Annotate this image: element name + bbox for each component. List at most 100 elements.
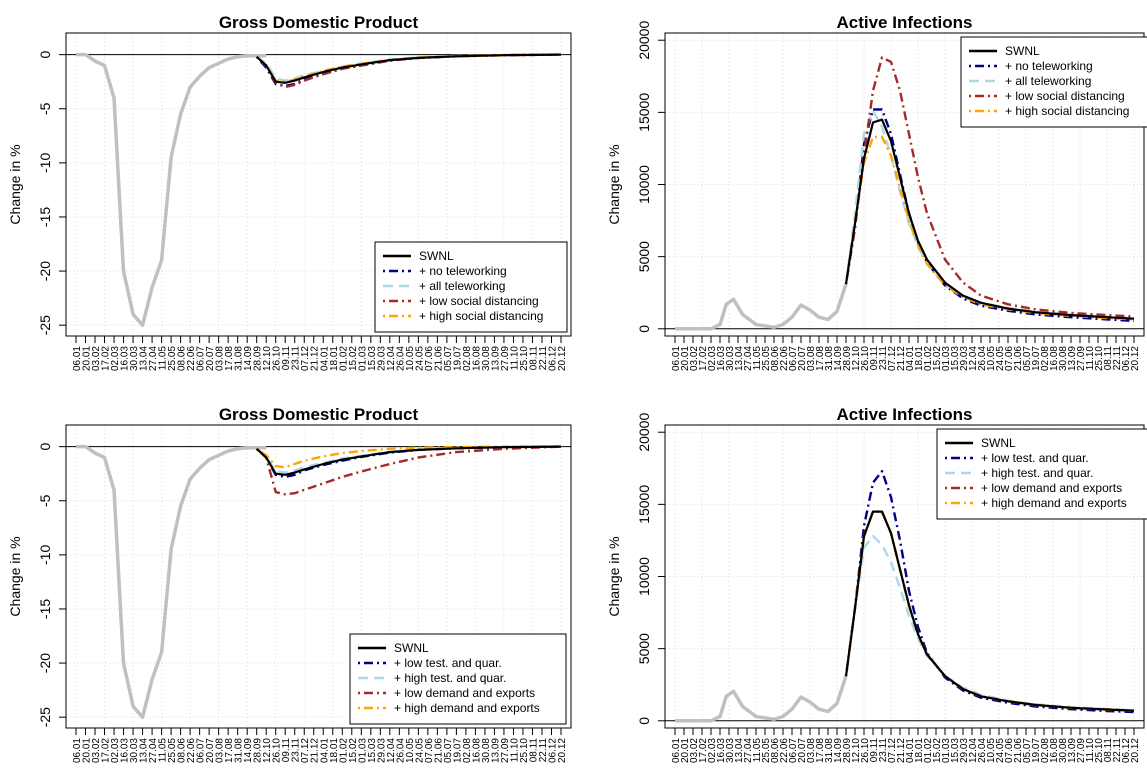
x-tick-label: 13.09 (490, 346, 501, 371)
x-tick-label: 13.04 (139, 738, 150, 763)
x-tick-label: 09.11 (869, 346, 880, 371)
x-tick-label: 06.12 (547, 738, 558, 763)
y-axis-label: Change in % (7, 536, 23, 616)
x-tick-label: 25.10 (519, 738, 530, 763)
history-line (76, 52, 267, 327)
x-tick-label: 01.02 (923, 738, 934, 763)
x-tick-label: 08.06 (177, 738, 188, 763)
x-tick-label: 25.05 (167, 738, 178, 763)
x-tick-label: 29.03 (376, 346, 387, 371)
x-tick-label: 06.07 (788, 346, 799, 371)
infections-top-panel: 0 5000 10000 15000 20000 06.0120.0103.0217.02… (606, 13, 1147, 371)
x-tick-label: 06.12 (1121, 738, 1132, 763)
x-tick-label: 01.03 (357, 346, 368, 371)
series-line-scenario-2 (844, 109, 1135, 320)
x-tick-label: 17.02 (698, 346, 709, 371)
x-tick-label: 22.11 (1112, 346, 1123, 371)
x-tick-label: 24.05 (995, 346, 1006, 371)
x-tick-label: 07.12 (887, 346, 898, 371)
legend-label: + low test. and quar. (394, 656, 502, 670)
series-lines (675, 56, 1135, 331)
x-tick-label: 15.02 (348, 738, 359, 763)
y-tick-label: 10000 (636, 165, 652, 204)
x-tick-label: 13.09 (490, 738, 501, 763)
x-tick-label: 15.02 (348, 346, 359, 371)
legend: SWNL+ no teleworking+ all teleworking+ l… (960, 36, 1147, 128)
x-tick-label: 27.04 (148, 738, 159, 763)
x-tick-label: 21.12 (896, 738, 907, 763)
x-tick-label: 07.06 (424, 346, 435, 371)
legend-label: SWNL (981, 436, 1016, 450)
x-tick-label: 28.09 (842, 346, 853, 371)
x-tick-label: 11.05 (158, 738, 169, 763)
x-tick-label: 23.11 (291, 738, 302, 763)
series-lines (76, 52, 562, 327)
x-tick-label: 20.07 (797, 346, 808, 371)
x-tick-label: 19.07 (452, 346, 463, 371)
x-tick-label: 23.11 (878, 738, 889, 763)
x-tick-label: 04.01 (905, 346, 916, 371)
x-tick-label: 04.01 (319, 738, 330, 763)
series-line-scenario-1 (844, 108, 1135, 323)
x-tick-label: 30.03 (129, 738, 140, 763)
x-tick-label: 13.09 (1067, 346, 1078, 371)
x-tick-label: 15.03 (950, 346, 961, 371)
x-tick-label: 13.04 (139, 346, 150, 371)
x-tick-label: 11.05 (752, 346, 763, 371)
x-tick-label: 24.05 (995, 738, 1006, 763)
legend: SWNL+ low test. and quar.+ high test. an… (349, 633, 567, 725)
x-tick-label: 27.04 (743, 738, 754, 763)
legend-label: + high demand and exports (394, 701, 540, 715)
x-tick-label: 17.02 (101, 346, 112, 371)
x-tick-label: 07.06 (1004, 738, 1015, 763)
x-tick-label: 11.05 (158, 346, 169, 371)
y-tick-label: -20 (37, 261, 53, 281)
y-tick-label: 20000 (636, 413, 652, 452)
x-tick-label: 05.07 (1022, 738, 1033, 763)
legend-label: + high test. and quar. (394, 671, 506, 685)
y-tick-label: -15 (37, 207, 53, 227)
y-tick-label: -25 (37, 707, 53, 727)
x-tick-label: 16.03 (716, 738, 727, 763)
x-tick-label: 01.02 (338, 738, 349, 763)
legend-label: + low social distancing (419, 294, 539, 308)
x-tick-label: 26.10 (272, 738, 283, 763)
legend: SWNL+ no teleworking+ all teleworking+ l… (374, 241, 568, 333)
legend-label: + low test. and quar. (981, 451, 1089, 465)
x-tick-label: 31.08 (824, 738, 835, 763)
x-tick-label: 30.03 (725, 346, 736, 371)
series-line-scenario-3 (255, 445, 562, 496)
x-tick-label: 07.12 (300, 738, 311, 763)
x-tick-label: 30.08 (1058, 346, 1069, 371)
x-tick-label: 20.12 (1130, 346, 1141, 371)
x-tick-label: 01.03 (357, 738, 368, 763)
series-line-scenario-3 (844, 56, 1135, 318)
x-tick-label: 06.01 (671, 346, 682, 371)
x-tick-label: 22.06 (186, 738, 197, 763)
x-tick-label: 11.05 (752, 738, 763, 763)
x-tick-label: 20.12 (1130, 738, 1141, 763)
x-tick-label: 03.02 (91, 346, 102, 371)
x-tick-label: 20.07 (205, 346, 216, 371)
legend-label: + high social distancing (419, 309, 543, 323)
chart-title: Active Infections (836, 13, 972, 32)
y-tick-label: -5 (37, 102, 53, 115)
series-line-swnl (255, 445, 562, 476)
y-tick-label: 5000 (636, 241, 652, 272)
x-tick-label: 02.03 (110, 346, 121, 371)
x-tick-label: 07.06 (424, 738, 435, 763)
x-tick-label: 26.10 (860, 346, 871, 371)
x-tick-label: 22.11 (538, 346, 549, 371)
x-tick-label: 09.11 (281, 738, 292, 763)
x-tick-label: 08.11 (1103, 346, 1114, 371)
y-tick-label: 10000 (636, 557, 652, 596)
x-tick-label: 21.12 (310, 738, 321, 763)
legend-label: + all teleworking (1005, 74, 1091, 88)
y-tick-label: 0 (636, 717, 652, 725)
series-line-swnl (255, 53, 562, 84)
legend-label: + high test. and quar. (981, 466, 1093, 480)
x-tick-label: 03.08 (806, 346, 817, 371)
legend-label: + high social distancing (1005, 104, 1129, 118)
legend-label: + low demand and exports (981, 481, 1122, 495)
